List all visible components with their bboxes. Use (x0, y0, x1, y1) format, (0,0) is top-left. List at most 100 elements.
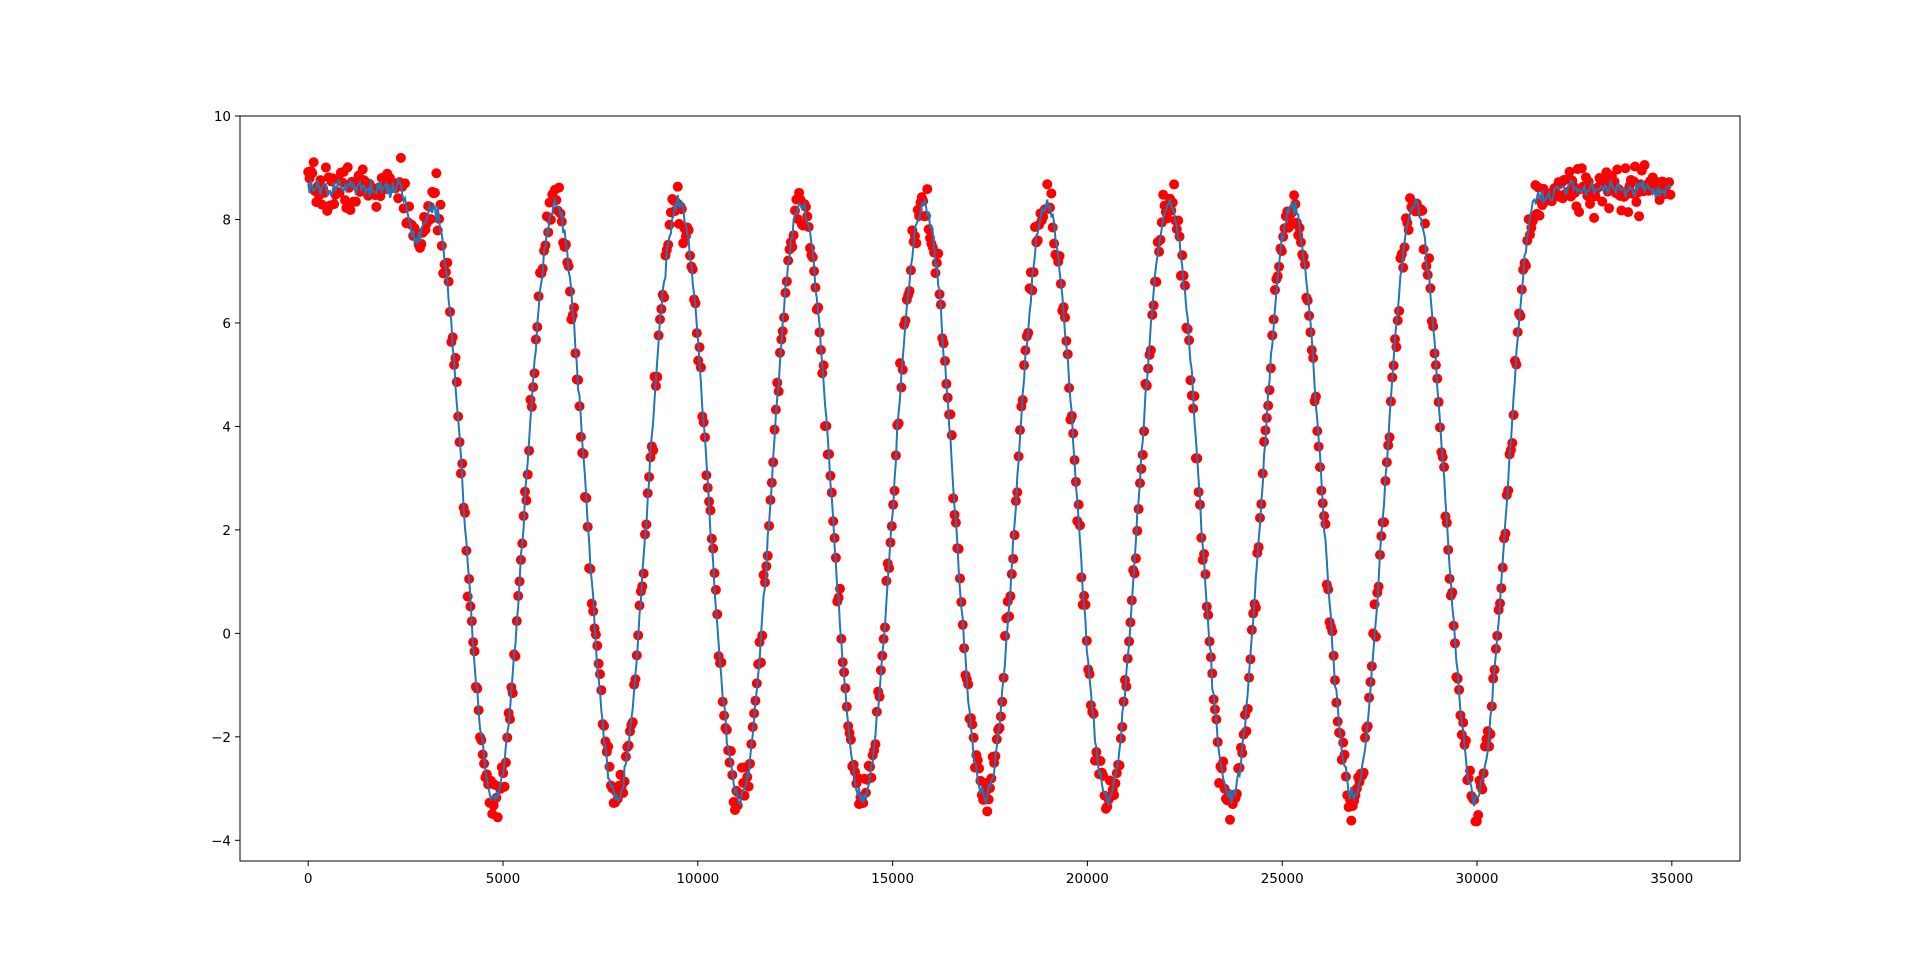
scatter-point (1320, 519, 1331, 530)
y-tick-label: 4 (222, 419, 231, 435)
scatter-point (672, 181, 683, 192)
scatter-point (757, 630, 768, 641)
scatter-point (1612, 164, 1623, 175)
scatter-point (521, 495, 532, 506)
scatter-point (375, 191, 386, 202)
scatter-point (357, 164, 368, 175)
scatter-point (340, 195, 350, 206)
scatter-point (945, 409, 956, 420)
scatter-point (443, 276, 454, 287)
scatter-point (565, 286, 575, 297)
scatter-point (451, 377, 462, 388)
x-tick-label: 25000 (1261, 871, 1304, 887)
scatter-point (1392, 315, 1403, 326)
scatter-point (755, 657, 766, 668)
scatter-point (416, 238, 427, 249)
scatter-point (1473, 810, 1484, 821)
scatter-point (1520, 260, 1531, 271)
scatter-point (1418, 244, 1429, 255)
scatter-point (1042, 179, 1053, 190)
y-tick-label: 8 (222, 212, 231, 228)
scatter-point (1340, 771, 1351, 782)
scatter-point (1046, 188, 1057, 199)
scatter-point (1391, 341, 1402, 352)
y-tick-label: 6 (222, 316, 231, 332)
scatter-point (522, 469, 533, 480)
scatter-point (1631, 197, 1642, 208)
scatter-point (1623, 207, 1634, 218)
fit-line (307, 175, 1672, 808)
scatter-point (499, 781, 510, 792)
scatter-point (329, 199, 340, 210)
scatter-point (1508, 409, 1519, 420)
scatter-point (1346, 815, 1357, 826)
scatter-point (930, 268, 941, 279)
scatter-point (694, 342, 705, 353)
scatter-point (500, 757, 511, 768)
scatter-point (510, 651, 521, 662)
scatter-point (893, 418, 904, 429)
scatter-point (967, 719, 978, 730)
scatter-point (1032, 235, 1043, 246)
scatter-point (953, 543, 964, 554)
x-tick-label: 10000 (676, 871, 719, 887)
plot-area (303, 152, 1676, 827)
scatter-point (1585, 198, 1595, 209)
scatter-point (575, 431, 586, 442)
scatter-point (308, 157, 319, 168)
scatter-point (1576, 163, 1587, 174)
scatter-point (1060, 312, 1070, 323)
x-tick-label: 35000 (1650, 871, 1693, 887)
scatter-point (1485, 729, 1496, 740)
y-tick-label: 10 (214, 109, 231, 125)
scatter-point (705, 505, 716, 516)
axes-frame (239, 115, 1741, 862)
scatter-point (593, 658, 604, 669)
scatter-point (460, 507, 470, 518)
scatter-point (507, 688, 518, 699)
scatter-point (592, 640, 603, 651)
scatter-point (1073, 499, 1084, 510)
x-tick-label: 0 (304, 871, 313, 887)
x-tick-label: 15000 (871, 871, 914, 887)
scatter-point (1259, 436, 1270, 447)
scatter-point (627, 717, 638, 728)
scatter-point (1664, 177, 1675, 188)
y-tick-label: 0 (222, 626, 231, 642)
scatter-point (596, 685, 607, 696)
scatter-point (345, 205, 356, 215)
scatter-point (1398, 262, 1409, 273)
scatter-point (1634, 211, 1645, 222)
scatter-point (371, 201, 382, 212)
scatter-point (436, 240, 447, 251)
scatter-point (320, 162, 331, 173)
scatter-point (1384, 432, 1395, 443)
y-tick-label: −2 (211, 730, 231, 746)
scatter-point (569, 302, 580, 313)
scatter-point (1276, 246, 1287, 257)
scatter-point (395, 152, 406, 163)
scatter-point (1370, 631, 1381, 642)
x-tick-label: 5000 (486, 871, 520, 887)
scatter-point (1148, 300, 1159, 311)
scatter-point (818, 360, 829, 371)
scatter-point (1444, 573, 1455, 584)
scatter-point (1331, 697, 1342, 708)
scatter-point (1075, 520, 1085, 531)
scatter-point (1574, 206, 1585, 217)
y-tick-label: 2 (222, 523, 231, 539)
scatter-point (307, 168, 318, 179)
scatter-point (450, 352, 461, 363)
scatter-point (865, 761, 875, 772)
scatter-point (1639, 160, 1650, 171)
scatter-point (1110, 778, 1121, 789)
scatter-point (1151, 276, 1162, 287)
scatter-point (652, 371, 663, 382)
scatter-point (772, 377, 783, 388)
x-tick-label: 20000 (1066, 871, 1109, 887)
scatter-point (1534, 210, 1545, 221)
scatter-point (1130, 553, 1141, 564)
scatter-point (719, 710, 730, 721)
